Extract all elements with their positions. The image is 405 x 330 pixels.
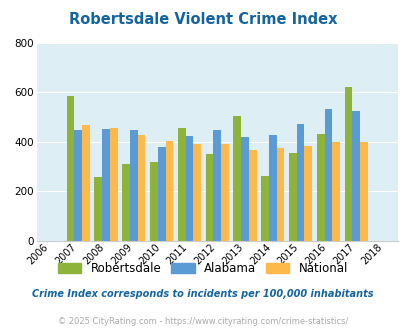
Text: Robertsdale Violent Crime Index: Robertsdale Violent Crime Index [68, 12, 337, 26]
Legend: Robertsdale, Alabama, National: Robertsdale, Alabama, National [54, 258, 351, 279]
Bar [157, 147, 165, 241]
Bar [260, 176, 268, 241]
Bar [193, 145, 200, 241]
Bar [359, 143, 367, 241]
Bar [66, 96, 74, 241]
Text: Crime Index corresponds to incidents per 100,000 inhabitants: Crime Index corresponds to incidents per… [32, 289, 373, 299]
Bar [74, 129, 82, 241]
Bar [94, 177, 102, 241]
Bar [276, 148, 284, 241]
Bar [296, 124, 304, 241]
Bar [248, 150, 256, 241]
Bar [110, 128, 117, 241]
Bar [102, 129, 110, 241]
Bar [331, 143, 339, 241]
Bar [122, 164, 130, 241]
Bar [213, 130, 221, 241]
Bar [165, 141, 173, 241]
Bar [304, 146, 311, 241]
Bar [185, 137, 193, 241]
Bar [344, 87, 352, 241]
Text: © 2025 CityRating.com - https://www.cityrating.com/crime-statistics/: © 2025 CityRating.com - https://www.city… [58, 317, 347, 326]
Bar [130, 129, 137, 241]
Bar [205, 154, 213, 241]
Bar [268, 135, 276, 241]
Bar [221, 145, 228, 241]
Bar [241, 137, 248, 241]
Bar [137, 135, 145, 241]
Bar [82, 125, 90, 241]
Bar [352, 111, 359, 241]
Bar [177, 127, 185, 241]
Bar [316, 134, 324, 241]
Bar [288, 153, 296, 241]
Bar [233, 116, 241, 241]
Bar [149, 162, 157, 241]
Bar [324, 109, 331, 241]
